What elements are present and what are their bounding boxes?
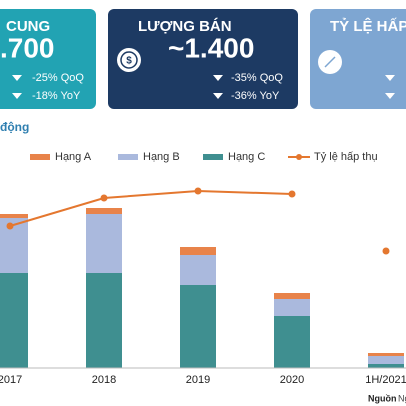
bar-segment	[180, 247, 216, 255]
icon-glyph	[324, 56, 336, 68]
icon	[120, 51, 138, 69]
bar-segment	[368, 356, 404, 364]
card-value: ~1.400	[168, 32, 254, 63]
legend-dot	[296, 154, 302, 160]
source-text: Nghiên c	[398, 393, 406, 403]
down-arrow	[213, 75, 223, 81]
bar-segment	[0, 273, 28, 368]
line-point	[288, 190, 296, 198]
bar-segment	[86, 214, 122, 273]
card-title: CUNG	[6, 18, 50, 35]
card-title: TỶ LỆ HẤP	[330, 17, 406, 35]
x-tick-label: 1H/2021	[365, 374, 406, 386]
card-change: -18% YoY	[32, 90, 81, 102]
card-value: .700	[0, 32, 55, 63]
bar-segment	[0, 218, 28, 273]
bar-segment	[86, 208, 122, 214]
card	[310, 9, 406, 109]
bar-segment	[0, 214, 28, 218]
x-tick-label: 2017	[0, 374, 22, 386]
down-arrow	[213, 93, 223, 99]
legend-swatch	[203, 154, 223, 160]
bar-segment	[86, 273, 122, 368]
x-tick-label: 2019	[186, 374, 210, 386]
bar-segment	[180, 255, 216, 285]
card-change: -36% YoY	[231, 90, 280, 102]
bar-segment	[180, 285, 216, 368]
card-title: LƯỢNG BÁN	[138, 18, 232, 35]
x-tick-label: 2018	[92, 374, 116, 386]
legend-label: Tỷ lệ hấp thụ	[314, 151, 378, 163]
legend-label: Hạng A	[55, 151, 92, 163]
line	[9, 189, 293, 227]
line-point	[194, 187, 202, 195]
bar-segment	[274, 316, 310, 368]
down-arrow	[385, 75, 395, 81]
legend-swatch	[30, 154, 50, 160]
down-arrow	[385, 93, 395, 99]
source-label: Nguồn	[368, 393, 397, 403]
card	[0, 9, 96, 109]
legend-swatch	[118, 154, 138, 160]
icon-glyph: $	[126, 56, 132, 67]
down-arrow	[12, 93, 22, 99]
card-change: -25% QoQ	[32, 72, 84, 84]
card	[108, 9, 298, 109]
bar-segment	[274, 299, 310, 316]
line-point	[382, 247, 390, 255]
section-title: động	[0, 120, 29, 134]
bar-segment	[368, 364, 404, 368]
line-point	[6, 222, 14, 230]
bar-segment	[274, 293, 310, 299]
line-point	[100, 194, 108, 202]
legend-label: Hạng B	[143, 151, 180, 163]
down-arrow	[12, 75, 22, 81]
x-tick-label: 2020	[280, 374, 304, 386]
bar-segment	[368, 353, 404, 356]
legend-label: Hạng C	[228, 151, 265, 163]
card-change: -35% QoQ	[231, 72, 283, 84]
